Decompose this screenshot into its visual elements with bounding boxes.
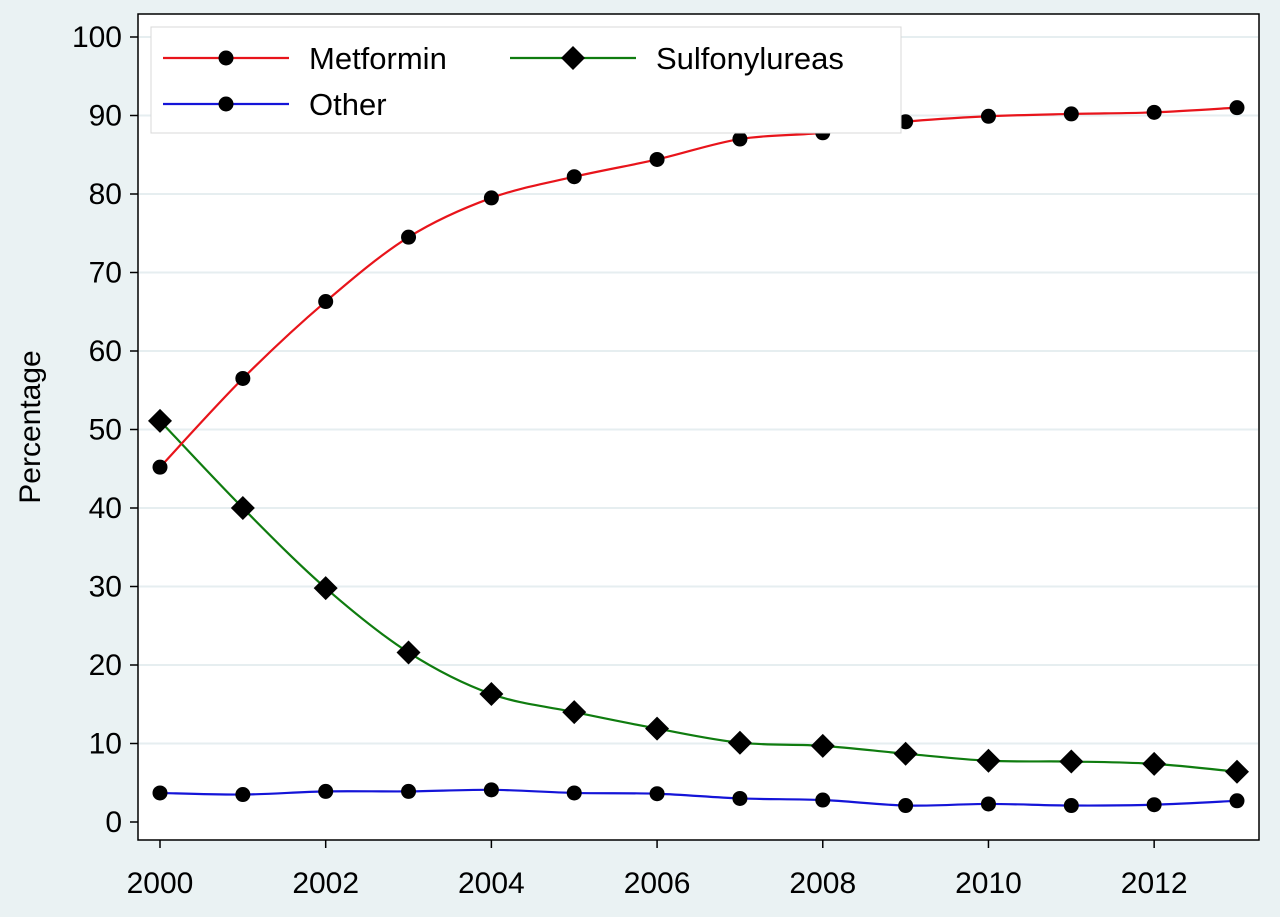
- data-point: [649, 151, 665, 167]
- data-point: [566, 169, 582, 185]
- axes: 0 10 20 30 40 50 60 70 80 90 100 2000 2002 2004 2006 20…: [72, 21, 1188, 900]
- data-point-diamond: [313, 576, 338, 601]
- series-layer: [148, 100, 1249, 814]
- y-tick-label: 10: [89, 728, 122, 761]
- data-point-diamond: [479, 682, 504, 707]
- data-point: [1146, 797, 1162, 813]
- data-point: [649, 786, 665, 802]
- legend-label: Sulfonylureas: [656, 41, 844, 76]
- data-point: [401, 783, 417, 799]
- data-point: [152, 785, 168, 801]
- y-tick-label: 50: [89, 414, 122, 447]
- legend-item-other: Other: [163, 87, 387, 122]
- legend: Metformin Sulfonylureas Other: [150, 26, 902, 134]
- data-point-diamond: [1059, 749, 1084, 774]
- y-tick-label: 80: [89, 178, 122, 211]
- legend-marker: [218, 96, 234, 112]
- data-point-diamond: [645, 716, 670, 741]
- data-point-diamond: [1142, 751, 1167, 776]
- y-tick-label: 90: [89, 100, 122, 133]
- series-metformin: [152, 100, 1245, 475]
- data-point-diamond: [396, 640, 421, 665]
- data-point-diamond: [976, 748, 1001, 773]
- y-tick-label: 20: [89, 649, 122, 682]
- data-point-diamond: [562, 700, 587, 725]
- x-tick-label: 2006: [624, 867, 691, 900]
- legend-box: [150, 26, 902, 134]
- y-tick-label: 0: [105, 806, 122, 839]
- data-point: [1229, 100, 1245, 116]
- data-point: [235, 370, 251, 386]
- series-line: [159, 788, 1238, 807]
- data-point-diamond: [1225, 759, 1249, 784]
- legend-item-metformin: Metformin: [163, 41, 447, 76]
- y-axis-title: Percentage: [14, 350, 47, 503]
- data-point: [1146, 104, 1162, 120]
- legend-marker: [561, 46, 585, 70]
- data-point-diamond: [727, 730, 752, 755]
- data-point: [566, 785, 582, 801]
- data-point: [318, 783, 334, 799]
- y-tick-label: 30: [89, 571, 122, 604]
- legend-label: Metformin: [309, 41, 447, 76]
- x-tick-label: 2012: [1121, 867, 1188, 900]
- y-tick-label: 60: [89, 335, 122, 368]
- data-point: [235, 787, 251, 803]
- data-point: [732, 131, 748, 147]
- legend-marker: [218, 50, 234, 66]
- y-tick-label: 100: [72, 21, 122, 54]
- data-point: [1063, 106, 1079, 122]
- data-point: [815, 792, 831, 808]
- data-point-diamond: [893, 741, 918, 766]
- data-point-diamond: [148, 408, 172, 433]
- data-point: [401, 229, 417, 245]
- legend-item-sulfonylureas: Sulfonylureas: [510, 41, 844, 76]
- data-point-diamond: [230, 496, 255, 520]
- data-point: [898, 114, 914, 130]
- series-sulfonylureas: [148, 408, 1249, 784]
- data-point: [980, 796, 996, 812]
- x-tick-label: 2004: [458, 867, 525, 900]
- data-point: [898, 798, 914, 814]
- data-point: [732, 790, 748, 806]
- data-point: [980, 108, 996, 124]
- x-tick-label: 2000: [127, 867, 194, 900]
- y-tick-label: 40: [89, 492, 122, 525]
- data-point: [1063, 798, 1079, 814]
- x-tick-label: 2010: [955, 867, 1022, 900]
- data-point: [483, 782, 499, 798]
- data-point: [1229, 793, 1245, 809]
- data-point: [152, 459, 168, 475]
- data-point: [483, 190, 499, 206]
- data-point: [318, 294, 334, 310]
- legend-label: Other: [309, 87, 387, 122]
- x-tick-label: 2002: [292, 867, 359, 900]
- series-other: [152, 782, 1245, 814]
- y-tick-label: 70: [89, 257, 122, 290]
- data-point-diamond: [810, 733, 835, 758]
- plot-area: [137, 13, 1260, 841]
- x-tick-label: 2008: [789, 867, 856, 900]
